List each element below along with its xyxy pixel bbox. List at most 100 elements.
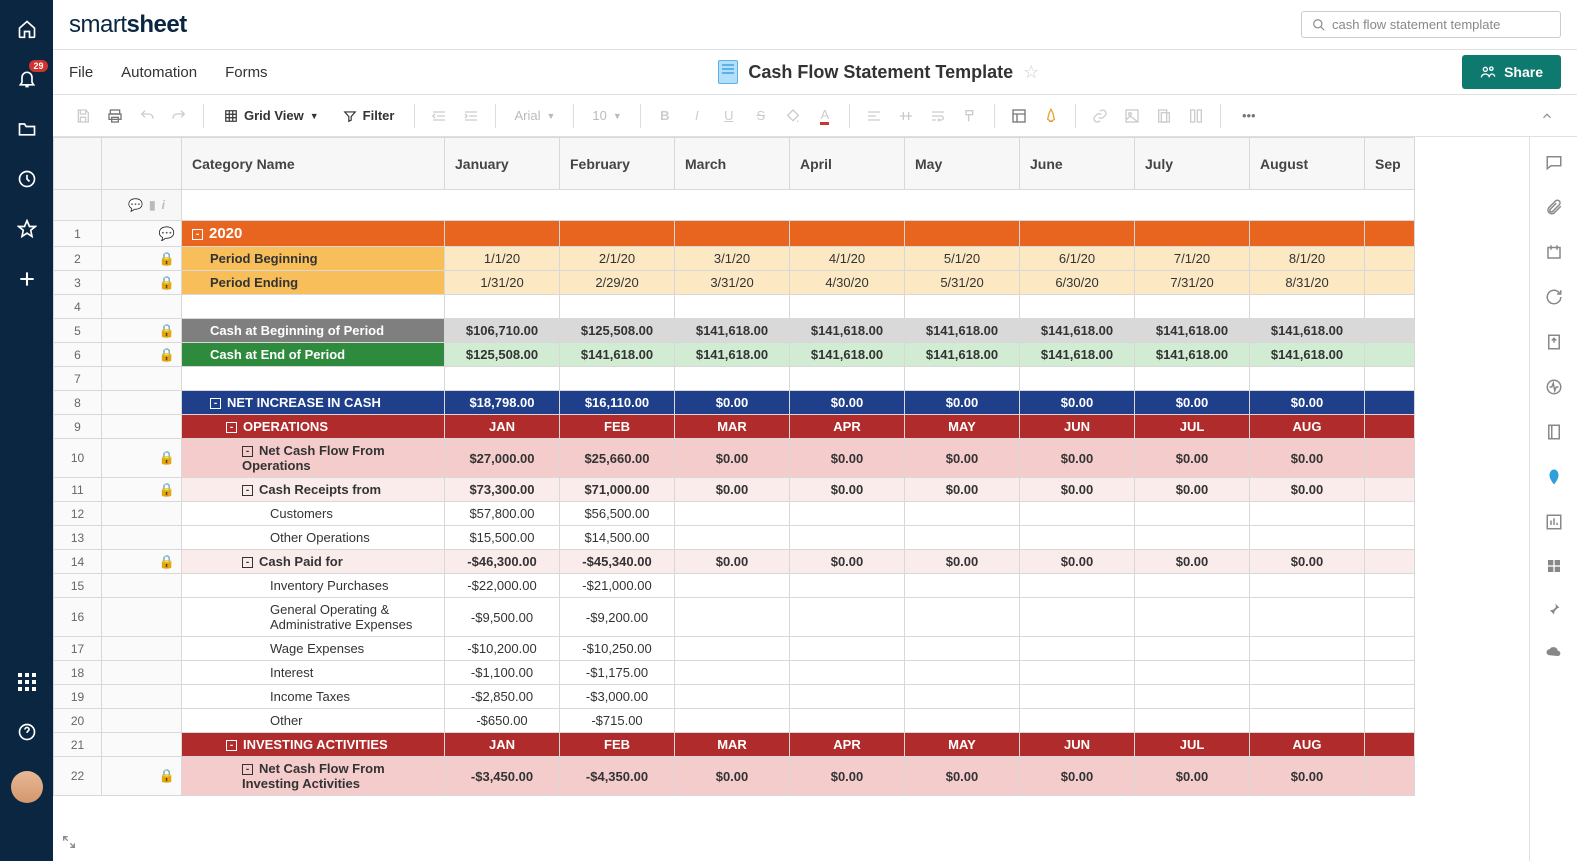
category-cell[interactable]: -OPERATIONS [182,415,445,439]
outdent-icon[interactable] [425,102,453,130]
data-cell[interactable]: $141,618.00 [905,319,1020,343]
data-cell[interactable] [1250,574,1365,598]
data-cell[interactable] [1365,685,1415,709]
data-cell[interactable] [905,502,1020,526]
data-cell[interactable] [675,526,790,550]
data-cell[interactable]: $0.00 [1135,391,1250,415]
redo-icon[interactable] [165,102,193,130]
brandfolder-icon[interactable] [1545,468,1563,489]
data-cell[interactable] [1365,757,1415,796]
undo-icon[interactable] [133,102,161,130]
align-mid-icon[interactable] [892,102,920,130]
image-icon[interactable] [1118,102,1146,130]
data-cell[interactable]: JAN [445,733,560,757]
col-month[interactable]: February [560,138,675,190]
data-cell[interactable]: $71,000.00 [560,478,675,502]
data-cell[interactable] [1135,637,1250,661]
data-cell[interactable]: $0.00 [1135,478,1250,502]
folder-icon[interactable] [16,118,38,140]
category-cell[interactable]: General Operating & Administrative Expen… [182,598,445,637]
category-cell[interactable] [182,295,445,319]
data-cell[interactable] [1135,574,1250,598]
data-cell[interactable]: $18,798.00 [445,391,560,415]
data-cell[interactable] [1365,415,1415,439]
data-cell[interactable]: -$4,350.00 [560,757,675,796]
data-cell[interactable] [1250,526,1365,550]
data-cell[interactable]: 2/1/20 [560,247,675,271]
data-cell[interactable] [790,685,905,709]
data-cell[interactable]: $0.00 [790,439,905,478]
comments-icon[interactable] [1545,153,1563,174]
data-cell[interactable]: $0.00 [1250,550,1365,574]
data-cell[interactable]: 4/1/20 [790,247,905,271]
data-cell[interactable] [1020,661,1135,685]
table-row[interactable]: 21-INVESTING ACTIVITIESJANFEBMARAPRMAYJU… [54,733,1415,757]
data-cell[interactable] [560,367,675,391]
view-selector[interactable]: Grid View ▼ [214,104,329,127]
data-cell[interactable] [675,295,790,319]
save-icon[interactable] [69,102,97,130]
data-cell[interactable]: $141,618.00 [790,343,905,367]
data-cell[interactable]: 7/31/20 [1135,271,1250,295]
category-cell[interactable]: Interest [182,661,445,685]
data-cell[interactable] [1365,637,1415,661]
highlight-icon[interactable] [1037,102,1065,130]
apps-icon[interactable] [16,671,38,693]
data-cell[interactable] [790,502,905,526]
print-icon[interactable] [101,102,129,130]
data-cell[interactable] [1020,574,1135,598]
data-cell[interactable] [790,574,905,598]
data-cell[interactable] [1365,526,1415,550]
data-cell[interactable]: $0.00 [1020,478,1135,502]
data-cell[interactable]: $0.00 [790,391,905,415]
data-cell[interactable] [1020,502,1135,526]
category-cell[interactable]: Wage Expenses [182,637,445,661]
star-nav-icon[interactable] [16,218,38,240]
data-cell[interactable] [790,367,905,391]
data-cell[interactable]: 8/31/20 [1250,271,1365,295]
data-cell[interactable] [1250,502,1365,526]
data-cell[interactable]: $141,618.00 [675,319,790,343]
data-cell[interactable]: FEB [560,733,675,757]
expand-toggle-icon[interactable]: - [242,446,253,457]
category-cell[interactable]: Other [182,709,445,733]
data-cell[interactable] [1365,367,1415,391]
data-cell[interactable]: $0.00 [790,550,905,574]
data-cell[interactable]: $0.00 [1250,439,1365,478]
data-cell[interactable] [790,526,905,550]
table-row[interactable]: 11🔒-Cash Receipts from$73,300.00$71,000.… [54,478,1415,502]
data-cell[interactable] [1135,221,1250,247]
data-cell[interactable]: $15,500.00 [445,526,560,550]
data-cell[interactable] [1365,391,1415,415]
data-cell[interactable]: $25,660.00 [560,439,675,478]
align-left-icon[interactable] [860,102,888,130]
data-cell[interactable]: $125,508.00 [445,343,560,367]
table-row[interactable]: 14🔒-Cash Paid for-$46,300.00-$45,340.00$… [54,550,1415,574]
attach-icon[interactable] [1150,102,1178,130]
conditional-icon[interactable] [1005,102,1033,130]
data-cell[interactable]: 1/1/20 [445,247,560,271]
data-cell[interactable] [675,709,790,733]
data-cell[interactable] [675,221,790,247]
data-cell[interactable]: FEB [560,415,675,439]
avatar[interactable] [11,771,43,803]
data-cell[interactable]: 2/29/20 [560,271,675,295]
update-icon[interactable] [1545,288,1563,309]
table-row[interactable]: 2🔒Period Beginning1/1/202/1/203/1/204/1/… [54,247,1415,271]
data-cell[interactable] [1365,271,1415,295]
data-cell[interactable]: $27,000.00 [445,439,560,478]
data-cell[interactable] [790,637,905,661]
italic-icon[interactable]: I [683,102,711,130]
data-cell[interactable]: -$3,450.00 [445,757,560,796]
help-icon[interactable] [16,721,38,743]
textcolor-icon[interactable]: A [811,102,839,130]
data-cell[interactable] [1135,685,1250,709]
data-cell[interactable]: $0.00 [1250,757,1365,796]
data-cell[interactable]: $0.00 [905,391,1020,415]
data-cell[interactable]: $0.00 [905,757,1020,796]
category-cell[interactable]: -Cash Paid for [182,550,445,574]
data-cell[interactable]: $141,618.00 [675,343,790,367]
category-cell[interactable]: -Cash Receipts from [182,478,445,502]
data-cell[interactable] [1365,319,1415,343]
menu-forms[interactable]: Forms [225,64,268,81]
